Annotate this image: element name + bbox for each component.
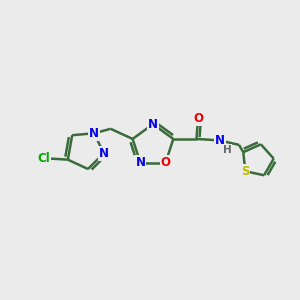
Text: N: N bbox=[89, 127, 99, 140]
Text: Cl: Cl bbox=[37, 152, 50, 165]
Text: H: H bbox=[223, 145, 232, 155]
Text: N: N bbox=[99, 147, 109, 160]
Text: O: O bbox=[193, 112, 203, 124]
Text: O: O bbox=[160, 156, 171, 170]
Text: N: N bbox=[148, 118, 158, 130]
Text: S: S bbox=[241, 165, 250, 178]
Text: N: N bbox=[215, 134, 225, 147]
Text: N: N bbox=[135, 156, 146, 170]
